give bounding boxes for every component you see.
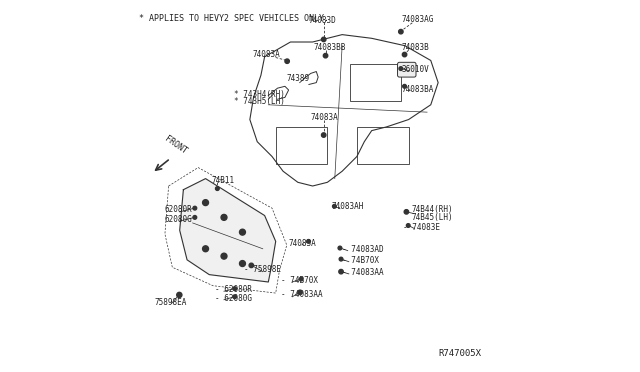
Bar — [276, 127, 328, 164]
Text: 74083BB: 74083BB — [314, 43, 346, 52]
Circle shape — [339, 269, 343, 274]
Circle shape — [403, 84, 406, 88]
Text: - 74083AD: - 74083AD — [342, 245, 384, 254]
Text: R747005X: R747005X — [438, 350, 481, 359]
Circle shape — [307, 240, 310, 243]
Text: * 743H5(LH): * 743H5(LH) — [234, 97, 285, 106]
Text: 74083A: 74083A — [311, 113, 339, 122]
Text: - 74083AA: - 74083AA — [342, 268, 384, 277]
Circle shape — [193, 206, 196, 210]
Circle shape — [339, 257, 343, 261]
Circle shape — [406, 224, 410, 227]
Bar — [349, 64, 401, 101]
Circle shape — [399, 29, 403, 34]
Text: 74083A: 74083A — [289, 240, 316, 248]
Text: 74083B: 74083B — [401, 43, 429, 52]
Circle shape — [300, 277, 303, 281]
Polygon shape — [180, 179, 276, 282]
Text: * APPLIES TO HEVY2 SPEC VEHICLES ONLY.: * APPLIES TO HEVY2 SPEC VEHICLES ONLY. — [139, 13, 329, 22]
Text: 74B11: 74B11 — [211, 176, 234, 185]
Circle shape — [321, 37, 326, 42]
Text: - 62080R: - 62080R — [215, 285, 252, 294]
Circle shape — [298, 290, 302, 295]
Circle shape — [221, 253, 227, 259]
Text: 74389: 74389 — [287, 74, 310, 83]
Text: - 74083E: - 74083E — [403, 223, 440, 232]
Circle shape — [285, 59, 289, 63]
Circle shape — [321, 133, 326, 137]
Text: 74083A: 74083A — [253, 51, 280, 60]
Text: 74B44(RH): 74B44(RH) — [412, 205, 453, 215]
FancyBboxPatch shape — [397, 62, 416, 77]
Circle shape — [221, 214, 227, 220]
Text: * 743H4(RH): * 743H4(RH) — [234, 90, 285, 99]
Circle shape — [233, 287, 237, 291]
Circle shape — [249, 263, 253, 267]
Text: - 74083AA: - 74083AA — [281, 291, 323, 299]
Circle shape — [177, 292, 182, 298]
Text: FRONT: FRONT — [163, 134, 189, 156]
Text: 62080R: 62080R — [165, 205, 193, 215]
Text: 36010V: 36010V — [402, 65, 429, 74]
Circle shape — [239, 229, 245, 235]
Text: 74083AG: 74083AG — [401, 15, 434, 24]
Text: 74083BA: 74083BA — [401, 85, 434, 94]
Circle shape — [403, 52, 407, 57]
Text: 74B45(LH): 74B45(LH) — [412, 212, 453, 221]
Text: - 62080G: - 62080G — [215, 294, 252, 303]
Circle shape — [323, 54, 328, 58]
Circle shape — [193, 215, 196, 219]
Circle shape — [239, 260, 245, 266]
Text: 74083AH: 74083AH — [331, 202, 364, 211]
Text: 62080G: 62080G — [165, 215, 193, 224]
Circle shape — [333, 205, 336, 208]
Circle shape — [338, 246, 342, 250]
Circle shape — [399, 67, 403, 70]
Bar — [357, 127, 408, 164]
Circle shape — [203, 200, 209, 206]
Text: - 74B70X: - 74B70X — [281, 276, 318, 285]
Circle shape — [233, 295, 237, 299]
Text: - 74B70X: - 74B70X — [342, 256, 379, 265]
Text: 75898EA: 75898EA — [155, 298, 188, 307]
Circle shape — [404, 210, 408, 214]
Circle shape — [203, 246, 209, 252]
Text: 74083D: 74083D — [308, 16, 336, 25]
Circle shape — [216, 187, 220, 190]
Text: - 75898E: - 75898E — [244, 265, 282, 274]
